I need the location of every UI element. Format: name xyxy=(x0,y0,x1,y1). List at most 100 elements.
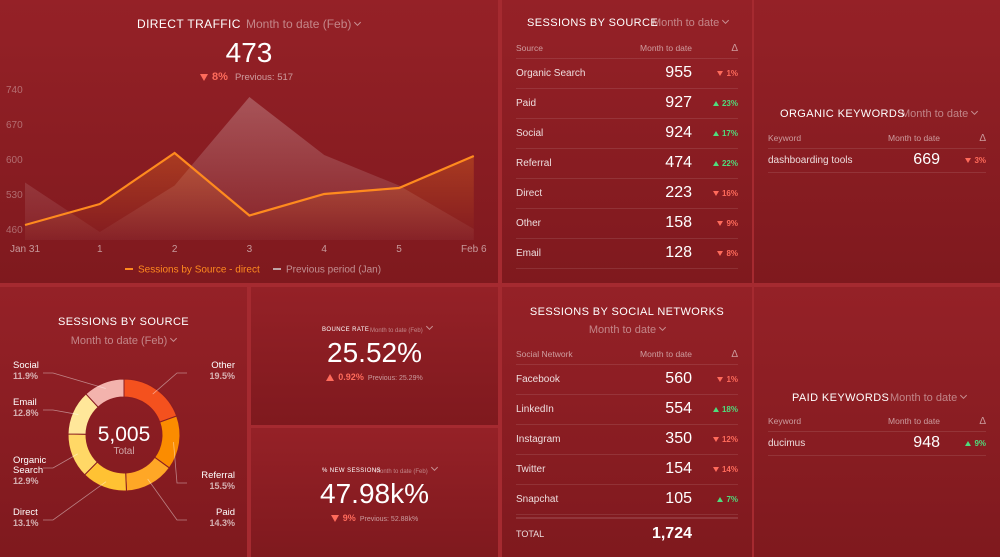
delta-value: 14% xyxy=(721,464,738,474)
slice-label: Other 19.5% xyxy=(191,360,235,382)
row-label: Other xyxy=(516,217,542,229)
slice-name: Email xyxy=(13,397,37,408)
kpi-previous: Previous: 25.29% xyxy=(367,375,423,382)
trend-arrow xyxy=(330,515,339,523)
direct-traffic-panel: 460 530 600 670 740 Jan 31 1 2 3 4 5 Feb 6 Sessions … xyxy=(0,0,498,283)
delta-value: 8% xyxy=(726,248,738,258)
slice-name: Social xyxy=(13,360,39,371)
row-label: Email xyxy=(516,247,542,259)
row-value: 948 xyxy=(913,434,940,451)
table-row: Social 924 17% xyxy=(516,118,738,149)
delta-value: 18% xyxy=(721,404,738,414)
kpi-delta-row: 9% Previous: 52.88k% xyxy=(251,513,498,523)
row-delta: 22% xyxy=(692,159,738,168)
table-header: Keyword Month to date Δ xyxy=(768,411,986,432)
row-value: 669 xyxy=(913,151,940,168)
trend-arrow xyxy=(712,190,719,196)
period-dropdown[interactable]: Month to date xyxy=(652,17,728,29)
leader-line xyxy=(43,372,106,389)
table-row: Twitter 154 14% xyxy=(516,454,738,485)
row-delta: 3% xyxy=(940,156,986,165)
x-tick-label: 1 xyxy=(97,244,103,255)
row-value: 105 xyxy=(665,490,692,507)
delta-value: 7% xyxy=(726,494,738,504)
table-total: TOTAL 1,724 xyxy=(516,517,738,549)
widget-title: PAID KEYWORDS xyxy=(792,392,890,404)
row-value: 560 xyxy=(665,370,692,387)
period-dropdown[interactable]: Month to date xyxy=(901,108,977,120)
trend-arrow xyxy=(712,130,719,136)
column-header: Δ xyxy=(979,132,986,144)
row-delta: 14% xyxy=(692,465,738,474)
column-header: Keyword xyxy=(768,133,802,143)
leader-line xyxy=(152,372,187,395)
row-value: 924 xyxy=(665,124,692,141)
leader-line xyxy=(147,478,187,521)
table-row: Paid 927 23% xyxy=(516,88,738,119)
x-tick-label: 5 xyxy=(396,244,402,255)
slice-percent: 11.9% xyxy=(13,371,39,381)
y-tick-label: 460 xyxy=(6,225,23,236)
row-label: Facebook xyxy=(516,373,560,385)
series-line xyxy=(24,151,475,227)
donut-segment xyxy=(85,378,125,408)
kpi-delta-row: 0.92% Previous: 25.29% xyxy=(251,372,498,382)
delta-value: 12% xyxy=(721,434,738,444)
trend-arrow xyxy=(965,440,972,446)
delta-value: 22% xyxy=(721,158,738,168)
y-tick-label: 740 xyxy=(6,85,23,96)
kpi-value: 47.98k% xyxy=(320,478,429,509)
trend-arrow xyxy=(717,496,724,502)
period-dropdown[interactable]: Month to date xyxy=(502,324,752,336)
slice-percent: 15.5% xyxy=(209,481,235,491)
trend-arrow xyxy=(712,466,719,472)
trend-arrow xyxy=(326,374,335,382)
row-delta: 16% xyxy=(692,189,738,198)
slice-label: Paid 14.3% xyxy=(191,508,235,529)
y-tick-label: 530 xyxy=(6,190,23,201)
trend-arrow xyxy=(712,406,719,412)
slice-label: Referral 15.5% xyxy=(191,470,235,492)
leader-line xyxy=(43,481,107,521)
column-header: Δ xyxy=(731,42,738,54)
period-dropdown[interactable]: Month to date (Feb) xyxy=(0,335,247,347)
period-dropdown[interactable]: Month to date (Feb) xyxy=(246,17,360,31)
row-delta: 8% xyxy=(692,249,738,258)
paid-keywords-panel: PAID KEYWORDS Month to date Keyword Month… xyxy=(754,287,1000,557)
delta-value: 1% xyxy=(726,68,738,78)
kpi-delta: 8% xyxy=(212,71,228,83)
x-tick-label: Feb 6 xyxy=(461,244,487,255)
trend-arrow xyxy=(717,250,724,256)
trend-arrow xyxy=(200,73,208,81)
slice-percent: 13.1% xyxy=(13,518,39,528)
row-delta: 7% xyxy=(692,495,738,504)
delta-value: 23% xyxy=(721,98,738,108)
period-dropdown[interactable]: Month to date (Feb) xyxy=(370,327,432,334)
widget-title: % NEW SESSIONS xyxy=(322,468,381,474)
slice-percent: 12.9% xyxy=(13,476,39,486)
slice-label: Direct 13.1% xyxy=(13,508,57,529)
slice-name: Other xyxy=(211,360,235,371)
row-label: Instagram xyxy=(516,433,561,445)
widget-title: DIRECT TRAFFIC xyxy=(137,17,241,31)
kpi-value: 25.52% xyxy=(327,337,422,368)
table-row: Instagram 350 12% xyxy=(516,424,738,455)
table-header: Source Month to date Δ xyxy=(516,38,738,59)
slice-label: Organic Search 12.9% xyxy=(13,456,57,487)
kpi-previous: Previous: 52.88k% xyxy=(359,516,419,523)
slice-name: Referral xyxy=(201,470,235,481)
x-tick-label: 3 xyxy=(247,244,253,255)
trend-arrow xyxy=(965,157,972,163)
delta-value: 3% xyxy=(974,155,986,165)
period-dropdown[interactable]: Month to date (Feb) xyxy=(375,468,437,475)
total-label: TOTAL xyxy=(516,529,545,539)
trend-arrow xyxy=(717,70,724,76)
column-header: Month to date xyxy=(640,349,692,359)
row-value: 128 xyxy=(665,244,692,261)
sessions-table-panel: SESSIONS BY SOURCE Month to date Source M… xyxy=(502,0,752,283)
table-row: ducimus 948 9% xyxy=(768,431,986,456)
donut-segment xyxy=(123,378,178,423)
table-row: LinkedIn 554 18% xyxy=(516,394,738,425)
period-dropdown[interactable]: Month to date xyxy=(890,392,966,404)
